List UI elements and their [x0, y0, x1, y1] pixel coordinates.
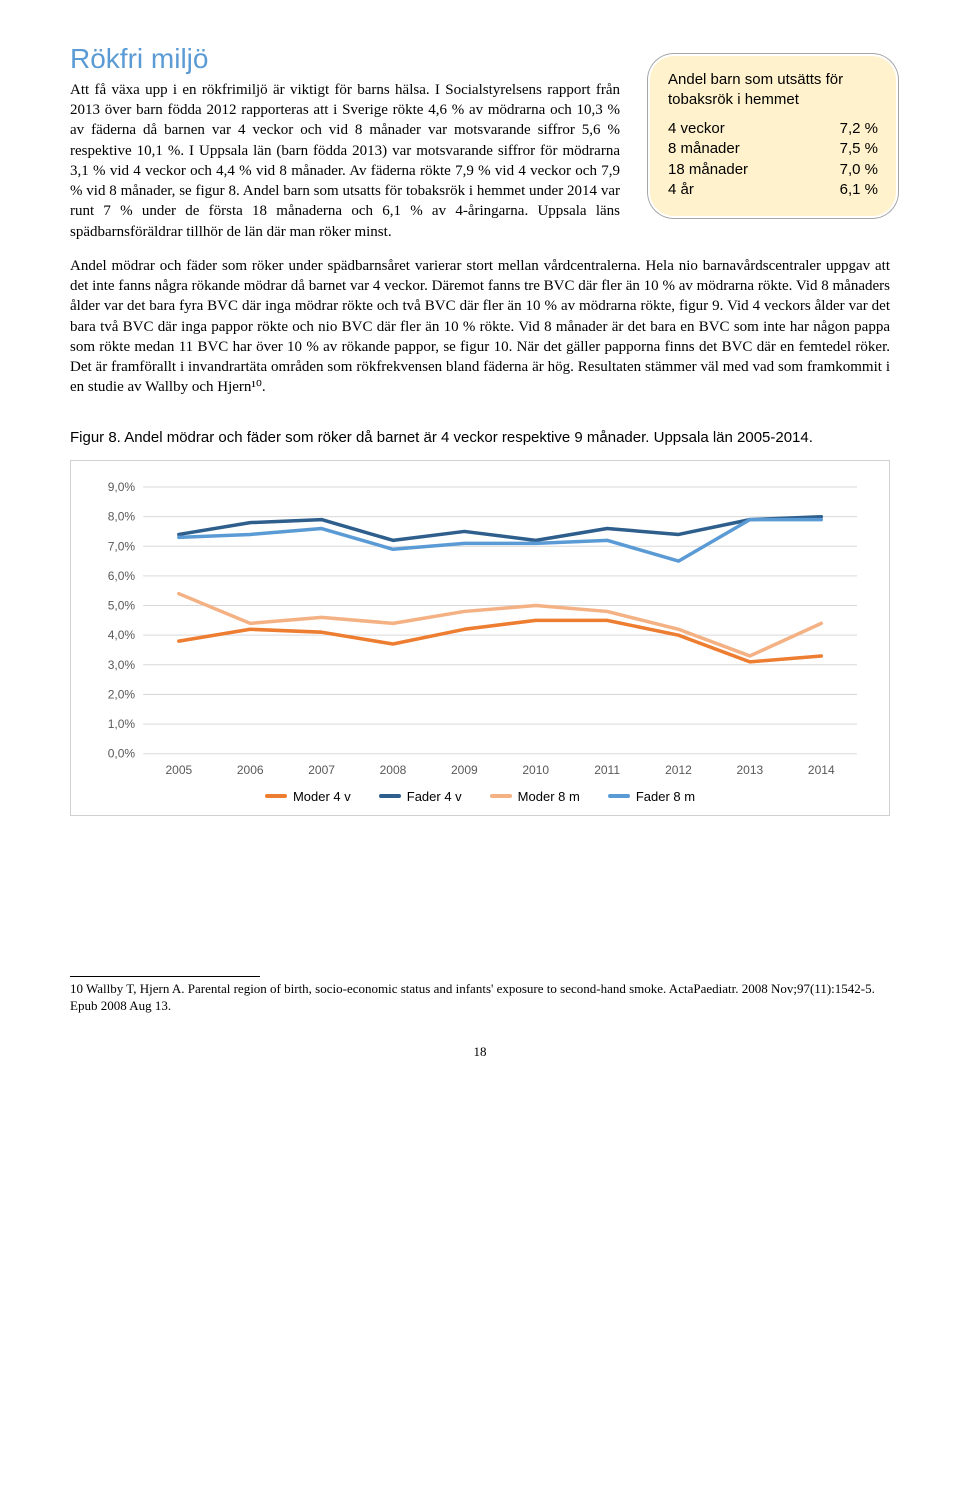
figure-caption: Figur 8. Andel mödrar och fäder som röke…: [70, 428, 890, 448]
info-box: Andel barn som utsätts för tobaksrök i h…: [648, 54, 898, 218]
info-label: 4 år: [668, 180, 799, 200]
svg-text:2013: 2013: [737, 763, 764, 777]
svg-text:2012: 2012: [665, 763, 692, 777]
svg-text:8,0%: 8,0%: [108, 509, 136, 523]
info-label: 18 månader: [668, 160, 799, 180]
info-row: 4 veckor 7,2 %: [668, 119, 878, 139]
legend-swatch: [265, 794, 287, 798]
legend-item: Moder 8 m: [490, 788, 580, 806]
info-box-title: Andel barn som utsätts för tobaksrök i h…: [668, 70, 878, 109]
svg-text:6,0%: 6,0%: [108, 569, 136, 583]
info-row: 4 år 6,1 %: [668, 180, 878, 200]
legend-swatch: [490, 794, 512, 798]
legend-swatch: [379, 794, 401, 798]
svg-text:2011: 2011: [594, 763, 620, 777]
footnote-rule: [70, 976, 260, 977]
page-number: 18: [70, 1043, 890, 1061]
svg-text:2,0%: 2,0%: [108, 687, 136, 701]
legend-label: Fader 4 v: [407, 788, 462, 806]
legend-item: Moder 4 v: [265, 788, 351, 806]
svg-text:4,0%: 4,0%: [108, 628, 136, 642]
legend-item: Fader 8 m: [608, 788, 695, 806]
info-row: 8 månader 7,5 %: [668, 139, 878, 159]
svg-text:2008: 2008: [380, 763, 407, 777]
line-chart: 0,0% 1,0% 2,0% 3,0% 4,0% 5,0% 6,0% 7,0% 8,0% 9,0%…: [89, 479, 871, 780]
svg-text:2006: 2006: [237, 763, 264, 777]
legend-label: Moder 8 m: [518, 788, 580, 806]
svg-text:9,0%: 9,0%: [108, 480, 136, 494]
info-box-table: 4 veckor 7,2 % 8 månader 7,5 % 18 månade…: [668, 119, 878, 200]
legend-label: Fader 8 m: [636, 788, 695, 806]
legend-swatch: [608, 794, 630, 798]
svg-text:0,0%: 0,0%: [108, 747, 136, 761]
svg-text:3,0%: 3,0%: [108, 658, 136, 672]
svg-text:2007: 2007: [308, 763, 335, 777]
svg-text:5,0%: 5,0%: [108, 598, 136, 612]
svg-text:2005: 2005: [165, 763, 192, 777]
legend-item: Fader 4 v: [379, 788, 462, 806]
info-value: 7,5 %: [799, 139, 878, 159]
info-value: 7,0 %: [799, 160, 878, 180]
info-label: 4 veckor: [668, 119, 799, 139]
paragraph-2: Andel mödrar och fäder som röker under s…: [70, 256, 890, 398]
svg-text:1,0%: 1,0%: [108, 717, 136, 731]
info-value: 7,2 %: [799, 119, 878, 139]
footnote-text: 10 Wallby T, Hjern A. Parental region of…: [70, 981, 890, 1015]
top-section: Rökfri miljö Andel barn som utsätts för …: [70, 40, 890, 398]
info-value: 6,1 %: [799, 180, 878, 200]
svg-text:2014: 2014: [808, 763, 835, 777]
info-label: 8 månader: [668, 139, 799, 159]
svg-text:2010: 2010: [522, 763, 549, 777]
svg-text:7,0%: 7,0%: [108, 539, 136, 553]
chart-legend: Moder 4 v Fader 4 v Moder 8 m Fader 8 m: [89, 788, 871, 806]
info-row: 18 månader 7,0 %: [668, 160, 878, 180]
chart-container: 0,0% 1,0% 2,0% 3,0% 4,0% 5,0% 6,0% 7,0% 8,0% 9,0%…: [70, 460, 890, 816]
svg-text:2009: 2009: [451, 763, 478, 777]
legend-label: Moder 4 v: [293, 788, 351, 806]
